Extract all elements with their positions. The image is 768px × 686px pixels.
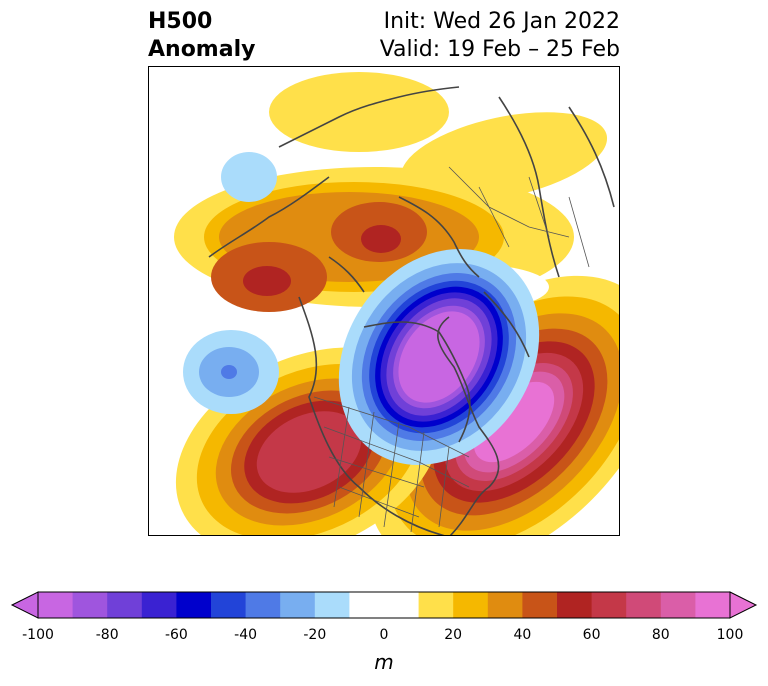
colorbar-tick-label: 40 bbox=[513, 627, 532, 643]
colorbar-segment bbox=[557, 592, 593, 618]
colorbar-segment bbox=[107, 592, 143, 618]
colorbar-outline bbox=[37, 591, 731, 619]
colorbar-tick-label: -40 bbox=[234, 627, 258, 643]
colorbar bbox=[10, 591, 758, 619]
colorbar-tick-label: 100 bbox=[716, 627, 744, 643]
colorbar-segment bbox=[349, 592, 385, 618]
anomaly-map bbox=[148, 66, 620, 536]
colorbar-segment bbox=[38, 592, 74, 618]
colorbar-segment bbox=[384, 592, 420, 618]
init-date: Init: Wed 26 Jan 2022 bbox=[383, 9, 620, 34]
bering-trough bbox=[221, 152, 277, 202]
colorbar-extend-max bbox=[729, 591, 758, 619]
colorbar-segment bbox=[280, 592, 316, 618]
colorbar-segment bbox=[211, 592, 247, 618]
title-right: Init: Wed 26 Jan 2022 Valid: 19 Feb – 25… bbox=[380, 8, 620, 64]
colorbar-segment bbox=[591, 592, 627, 618]
colorbar-segment bbox=[660, 592, 696, 618]
title-type: Anomaly bbox=[148, 37, 256, 62]
colorbar-tick-label: 60 bbox=[582, 627, 601, 643]
colorbar-segment bbox=[522, 592, 558, 618]
north-pacific-trough bbox=[183, 330, 279, 414]
colorbar-unit: m bbox=[374, 650, 394, 674]
colorbar-segment bbox=[487, 592, 523, 618]
colorbar-tick-label: 80 bbox=[651, 627, 670, 643]
colorbar-segment bbox=[418, 592, 454, 618]
colorbar-tick-label: 20 bbox=[444, 627, 463, 643]
map-canvas bbox=[174, 72, 619, 535]
colorbar-tick-label: -80 bbox=[95, 627, 119, 643]
colorbar-segment bbox=[453, 592, 489, 618]
colorbar-tick-label: -20 bbox=[303, 627, 327, 643]
coastlines bbox=[208, 86, 615, 535]
colorbar-extend-min bbox=[10, 591, 39, 619]
eastern-na-trough bbox=[338, 249, 540, 465]
title-field: H500 bbox=[148, 9, 213, 34]
colorbar-segment bbox=[626, 592, 662, 618]
colorbar-segment bbox=[695, 592, 731, 618]
colorbar-tick-label: 0 bbox=[379, 627, 389, 643]
colorbar-segment bbox=[141, 592, 177, 618]
colorbar-segment bbox=[245, 592, 281, 618]
colorbar-segment bbox=[176, 592, 212, 618]
colorbar-segment bbox=[72, 592, 108, 618]
colorbar-tick-label: -60 bbox=[164, 627, 188, 643]
colorbar-segment bbox=[314, 592, 350, 618]
colorbar-tick-label: -100 bbox=[22, 627, 54, 643]
title-left: H500 Anomaly bbox=[148, 8, 255, 64]
valid-range: Valid: 19 Feb – 25 Feb bbox=[379, 37, 620, 62]
political-borders bbox=[313, 166, 590, 533]
